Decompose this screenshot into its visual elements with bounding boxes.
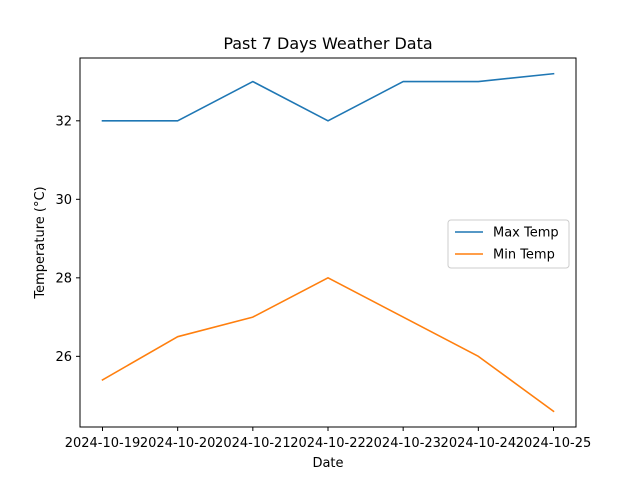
y-tick-label: 32 bbox=[55, 114, 72, 129]
y-axis-title: Temperature (°C) bbox=[33, 186, 48, 299]
x-axis-ticks: 2024-10-19 2024-10-20 2024-10-21 2024-10-22… bbox=[65, 427, 592, 451]
x-tick-label: 2024-10-21 bbox=[215, 436, 291, 451]
x-axis-title: Date bbox=[312, 456, 343, 471]
x-tick-label: 2024-10-20 bbox=[140, 436, 216, 451]
y-tick-label: 30 bbox=[55, 193, 72, 208]
x-tick-label: 2024-10-23 bbox=[365, 436, 441, 451]
legend: Max Temp Min Temp bbox=[447, 219, 570, 269]
series-layer bbox=[101, 72, 555, 413]
legend-label: Min Temp bbox=[493, 248, 555, 263]
chart-title: Past 7 Days Weather Data bbox=[223, 34, 432, 53]
y-tick-label: 26 bbox=[55, 350, 72, 365]
x-tick-label: 2024-10-22 bbox=[290, 436, 366, 451]
y-axis-ticks: 26 28 30 32 bbox=[55, 114, 80, 365]
legend-label: Max Temp bbox=[493, 226, 559, 241]
y-tick-label: 28 bbox=[55, 271, 72, 286]
x-tick-label: 2024-10-19 bbox=[65, 436, 141, 451]
x-tick-label: 2024-10-25 bbox=[516, 436, 592, 451]
x-tick-label: 2024-10-24 bbox=[441, 436, 517, 451]
